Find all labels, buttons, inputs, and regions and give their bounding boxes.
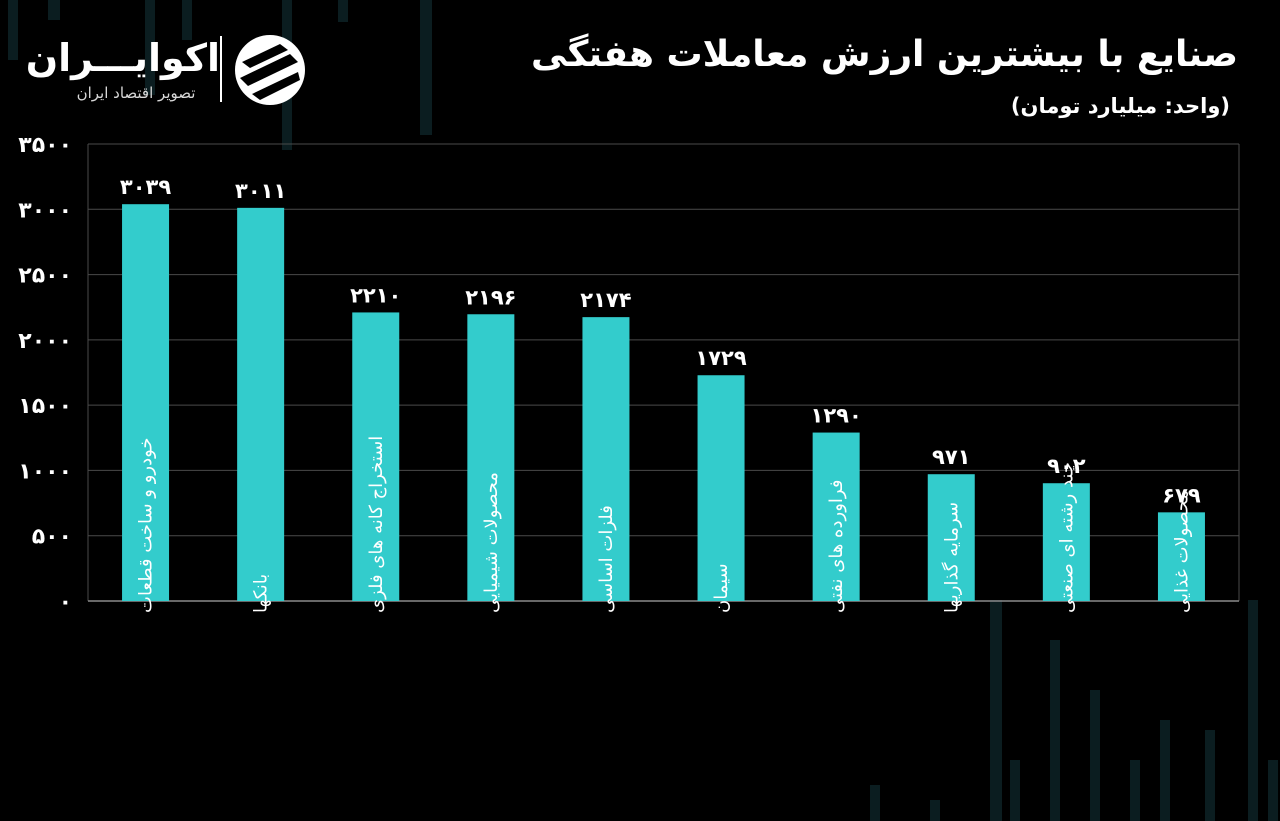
- x-tick-label: خودرو و ساخت قطعات: [136, 437, 157, 613]
- data-label: ۲۱۹۶: [465, 285, 516, 309]
- decor-candle: [1205, 730, 1215, 821]
- bar: [352, 312, 400, 601]
- x-tick-label: فراورده های نفتی: [826, 480, 847, 613]
- unit-label: (واحد: میلیارد تومان): [1010, 94, 1230, 118]
- bar: [1157, 512, 1205, 601]
- decor-candle: [420, 0, 432, 135]
- data-label: ۶۷۹: [1162, 483, 1201, 507]
- decor-candle: [1090, 690, 1100, 821]
- decor-candle: [8, 0, 18, 60]
- data-label: ۳۰۱۱: [235, 179, 286, 203]
- logo-mark-icon: [235, 35, 305, 105]
- data-label: ۹۷۱: [932, 445, 970, 469]
- decor-candle: [182, 0, 192, 40]
- x-tick-label: سیمان: [711, 563, 732, 613]
- y-tick-label: ۲۵۰۰: [18, 264, 72, 289]
- y-tick-label: ۲۰۰۰: [18, 329, 72, 354]
- decor-candle: [338, 0, 348, 22]
- y-tick-label: ۱۰۰۰: [18, 459, 72, 484]
- bar: [927, 474, 975, 601]
- bar: [122, 204, 170, 602]
- chart-title: صنایع با بیشترین ارزش معاملات هفتگی: [531, 34, 1238, 75]
- bar: [1042, 483, 1090, 601]
- decor-candle: [1248, 600, 1258, 821]
- x-tick-label: محصولات غذایی: [1171, 490, 1192, 613]
- data-label: ۳۰۳۹: [120, 175, 171, 199]
- data-label: ۱۲۹۰: [811, 404, 862, 428]
- bar: [812, 432, 860, 601]
- x-tick-label: فلزات اساسی: [596, 505, 617, 613]
- data-label: ۱۷۲۹: [695, 346, 746, 370]
- decor-candle: [145, 0, 155, 95]
- x-tick-label: محصولات شیمیایی: [481, 472, 502, 613]
- logo-divider: [220, 36, 222, 102]
- brand-logo: اکوایـــران تصویر اقتصاد ایران: [25, 30, 310, 110]
- decor-candle: [990, 600, 1002, 821]
- y-tick-label: ۰: [59, 590, 72, 615]
- data-label: ۹۰۲: [1047, 454, 1086, 478]
- decor-candle: [1160, 720, 1170, 821]
- y-tick-label: ۱۵۰۰: [18, 394, 72, 419]
- data-label: ۲۲۱۰: [350, 283, 401, 307]
- decor-candle: [930, 800, 940, 821]
- decor-candle: [1010, 760, 1020, 821]
- decor-candle: [48, 0, 60, 20]
- decor-candle: [1050, 640, 1060, 821]
- x-tick-label: چند رشته ای صنعتی: [1056, 462, 1077, 613]
- bar: [697, 375, 745, 601]
- decor-candle: [870, 785, 880, 821]
- y-tick-label: ۳۵۰۰: [18, 133, 72, 158]
- bar: [582, 317, 630, 601]
- logo-name: اکوایـــران: [25, 36, 220, 80]
- y-tick-label: ۳۰۰۰: [18, 198, 72, 223]
- bar: [467, 314, 515, 601]
- x-tick-label: بانکها: [251, 574, 272, 613]
- decor-candle: [1130, 760, 1140, 821]
- x-tick-label: استخراج کانه های فلزی: [366, 436, 387, 613]
- data-label: ۲۱۷۴: [580, 288, 631, 312]
- logo-tagline: تصویر اقتصاد ایران: [76, 84, 196, 102]
- decor-candle: [1268, 760, 1278, 821]
- y-tick-label: ۵۰۰: [32, 525, 72, 550]
- x-tick-label: سرمایه گذاریها: [940, 502, 962, 613]
- bar: [237, 207, 285, 601]
